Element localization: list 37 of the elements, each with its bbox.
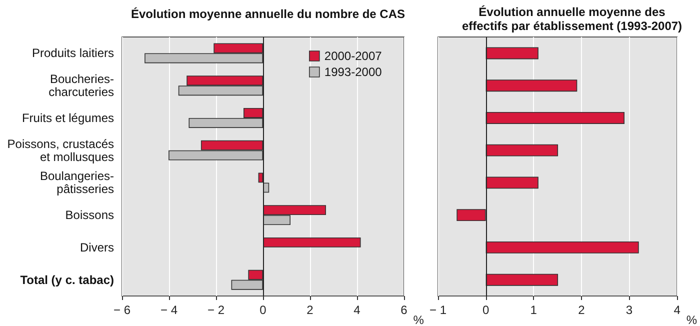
y-tick-label: Boulangeries- pâtisseries [40, 169, 114, 196]
bar [486, 47, 538, 60]
bar [258, 172, 263, 183]
x-tick-label: 2 [578, 303, 586, 317]
x-tick-label: 2 [306, 303, 314, 317]
bar [486, 80, 578, 92]
bar [486, 144, 558, 156]
x-tick-label: 0 [482, 303, 490, 317]
x-tick-label: 6 [400, 303, 408, 317]
y-tick-label: Boucheries- charcuteries [48, 72, 114, 100]
x-tick-label: 0 [260, 303, 267, 317]
x-tick-label: − 6 [113, 303, 131, 317]
bar [486, 112, 624, 124]
bar [486, 274, 558, 286]
x-tick-label: − 2 [207, 303, 225, 317]
legend-label: 1993-2000 [324, 65, 382, 79]
x-tick-label: 4 [354, 303, 361, 317]
x-axis-title: % [686, 313, 698, 326]
y-tick-label: Boissons [65, 208, 114, 222]
legend-label: 2000-2007 [324, 49, 382, 63]
x-tick-label: − 1 [429, 303, 447, 317]
bar [456, 209, 486, 222]
bar [486, 241, 639, 254]
y-tick-label: Poissons, crustacés et mollusques [7, 136, 114, 164]
bar [263, 237, 361, 248]
x-axis-title: % [413, 313, 424, 326]
x-tick-label: − 4 [160, 303, 178, 317]
y-tick-label: Produits laitiers [32, 46, 114, 60]
y-tick-label: Fruits et légumes [22, 110, 114, 125]
y-tick-label: Divers [80, 240, 114, 254]
chart-title: Évolution moyenne annuelle du nombre de CAS [130, 7, 406, 21]
bar [486, 176, 538, 189]
y-tick-label: Total (y c. tabac) [20, 272, 114, 287]
x-tick-label: 3 [626, 303, 633, 317]
x-tick-label: 4 [674, 303, 681, 317]
chart-title: Évolution annuelle moyenne des effectifs par établissement (1993-2007) [462, 5, 682, 33]
x-tick-label: 1 [530, 303, 538, 317]
